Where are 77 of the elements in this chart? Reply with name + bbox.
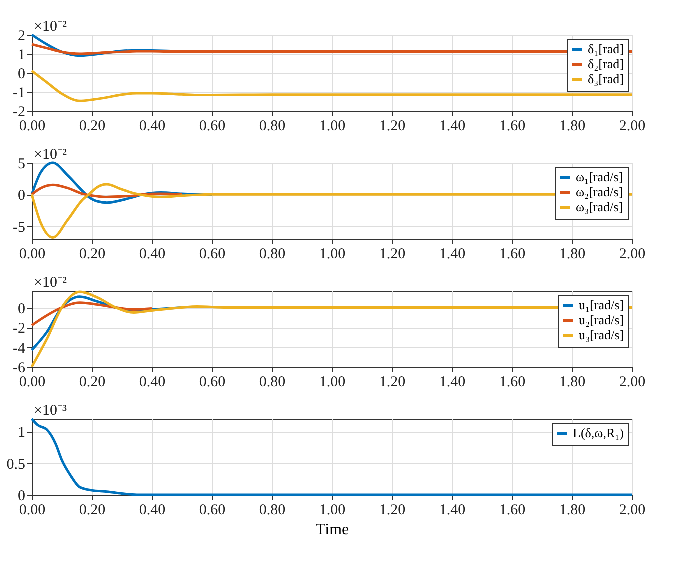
x-tick-label: 0.20 (79, 502, 106, 518)
x-tick-label: 1.80 (559, 374, 586, 390)
x-tick-label: 1.20 (379, 374, 406, 390)
legend-label: ω₂[rad/s] (576, 184, 624, 200)
line-series (30, 184, 184, 198)
x-tick-label: 1.00 (319, 374, 346, 390)
y-tick-label: 0 (18, 301, 26, 318)
y-tick-label: 0.5 (6, 456, 26, 473)
legend-label: L(δ,ω,R₁) (573, 426, 624, 440)
x-tick-label: 0.60 (199, 502, 226, 518)
y-tick-label: -1 (13, 86, 26, 102)
line-series (30, 70, 634, 102)
legend-label: u₂[rad/s] (579, 312, 624, 328)
x-tick-label: 1.40 (439, 118, 466, 134)
x-tick-label: 0.00 (19, 118, 46, 134)
x-tick-label: 0.60 (199, 374, 226, 390)
x-tick-label: 0.20 (79, 374, 106, 390)
x-tick-label: 1.60 (499, 118, 526, 134)
y-tick-label: -2 (13, 104, 26, 120)
x-tick-label: 0.20 (79, 118, 106, 134)
y-tick-label: 5 (18, 156, 26, 172)
x-tick-label: 0.80 (259, 118, 286, 134)
x-tick-label: 1.20 (379, 246, 406, 262)
x-tick-label: 1.80 (559, 246, 586, 262)
x-tick-label: 0.40 (139, 374, 166, 390)
x-tick-label: 0.80 (259, 502, 286, 518)
text: ×10⁻² (34, 275, 68, 291)
x-tick-label: 1.60 (499, 502, 526, 518)
legend-label: u₁[rad/s] (579, 298, 624, 312)
y-tick-label: -4 (13, 340, 26, 357)
x-tick-label: 1.80 (559, 502, 586, 518)
y-tick-label: 1 (18, 425, 26, 442)
x-axis-title: Time (316, 522, 350, 538)
x-tick-label: 0.00 (19, 246, 46, 262)
y-tick-label: -2 (13, 321, 26, 338)
x-tick-label: 2.00 (619, 374, 646, 390)
x-tick-label: 1.60 (499, 374, 526, 390)
text: ×10⁻² (34, 147, 68, 163)
x-tick-label: 1.40 (439, 246, 466, 262)
x-tick-label: 2.00 (619, 502, 646, 518)
text: ×10⁻³ (34, 403, 68, 419)
x-tick-label: 0.40 (139, 118, 166, 134)
y-tick-label: 0 (18, 66, 26, 82)
x-tick-label: 2.00 (619, 246, 646, 262)
x-tick-label: 0.60 (199, 118, 226, 134)
x-tick-label: 0.00 (19, 502, 46, 518)
x-tick-label: 1.80 (559, 118, 586, 134)
x-tick-label: 1.20 (379, 118, 406, 134)
x-tick-label: 1.60 (499, 246, 526, 262)
x-tick-label: 1.20 (379, 502, 406, 518)
legend-label: ω₁[rad/s] (576, 170, 624, 184)
legend-label: ω₃[rad/s] (576, 200, 624, 214)
y-tick-label: 0 (18, 188, 26, 204)
y-tick-label: -6 (13, 360, 26, 376)
y-tick-label: 2 (18, 28, 26, 44)
x-tick-label: 0.40 (139, 246, 166, 262)
legend-label: δ₃[rad] (588, 72, 624, 86)
x-tick-label: 2.00 (619, 118, 646, 134)
x-tick-label: 1.00 (319, 118, 346, 134)
y-tick-label: 0 (18, 488, 26, 504)
x-tick-label: 0.00 (19, 374, 46, 390)
x-tick-label: 0.40 (139, 502, 166, 518)
y-tick-label: -5 (13, 220, 26, 236)
x-tick-label: 1.40 (439, 374, 466, 390)
x-tick-label: 1.00 (319, 246, 346, 262)
line-series (30, 43, 634, 56)
y-tick-label: 1 (18, 48, 26, 64)
legend-label: δ₂[rad] (588, 56, 624, 72)
legend-label: δ₁[rad] (588, 42, 624, 56)
x-tick-label: 0.60 (199, 246, 226, 262)
x-tick-label: 0.20 (79, 246, 106, 262)
text: ×10⁻² (34, 19, 68, 35)
x-tick-label: 0.80 (259, 246, 286, 262)
x-tick-label: 0.80 (259, 374, 286, 390)
x-tick-label: 1.00 (319, 502, 346, 518)
legend-label: u₃[rad/s] (579, 328, 624, 342)
x-tick-label: 1.40 (439, 502, 466, 518)
